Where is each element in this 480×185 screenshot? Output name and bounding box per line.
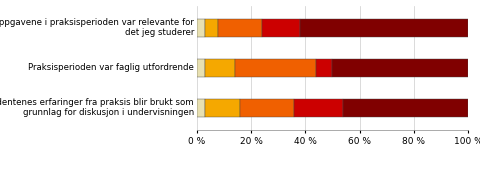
Bar (197, 58, 205, 77)
Bar (332, 58, 468, 77)
Bar (235, 58, 316, 77)
Bar (343, 98, 468, 117)
Bar (300, 18, 468, 36)
Bar (197, 98, 205, 117)
Bar (205, 98, 240, 117)
Bar (240, 98, 294, 117)
Bar (197, 18, 205, 36)
Bar (294, 98, 343, 117)
Bar (262, 18, 300, 36)
Bar (218, 18, 262, 36)
Bar (316, 58, 332, 77)
Bar (205, 18, 218, 36)
Bar (205, 58, 235, 77)
